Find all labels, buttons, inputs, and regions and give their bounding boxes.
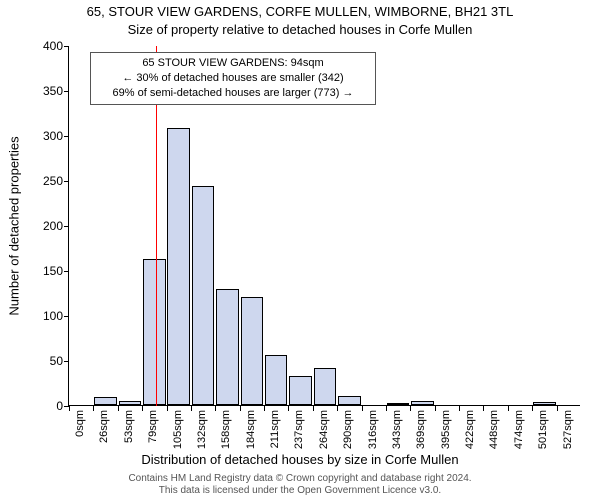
- histogram-bar: [241, 297, 263, 405]
- histogram-bar: [119, 401, 141, 406]
- x-tick-label: 501sqm: [537, 410, 549, 449]
- y-tick-mark: [64, 46, 69, 47]
- x-tick-label: 0sqm: [74, 410, 86, 437]
- footer-line-2: This data is licensed under the Open Gov…: [0, 485, 600, 497]
- y-tick-label: 0: [27, 399, 63, 413]
- x-tick-label: 158sqm: [220, 410, 232, 449]
- x-tick-label: 369sqm: [415, 410, 427, 449]
- histogram-bar: [265, 355, 287, 405]
- x-tick-label: 184sqm: [245, 410, 257, 449]
- x-tick-mark: [362, 406, 363, 411]
- annotation-line-1: 65 STOUR VIEW GARDENS: 94sqm: [97, 56, 369, 71]
- histogram-chart: 0501001502002503003504000sqm26sqm53sqm79…: [68, 46, 580, 406]
- x-tick-mark: [142, 406, 143, 411]
- y-tick-mark: [64, 91, 69, 92]
- y-axis-label: Number of detached properties: [7, 136, 22, 315]
- x-tick-label: 132sqm: [196, 410, 208, 449]
- title-address: 65, STOUR VIEW GARDENS, CORFE MULLEN, WI…: [0, 4, 600, 19]
- footer-line-1: Contains HM Land Registry data © Crown c…: [0, 473, 600, 485]
- title-subtitle: Size of property relative to detached ho…: [0, 22, 600, 37]
- histogram-bar: [314, 368, 336, 405]
- x-tick-label: 474sqm: [513, 410, 525, 449]
- annotation-line-3: 69% of semi-detached houses are larger (…: [97, 86, 369, 101]
- x-axis-label: Distribution of detached houses by size …: [0, 452, 600, 467]
- x-tick-label: 290sqm: [342, 410, 354, 449]
- x-tick-mark: [93, 406, 94, 411]
- y-tick-mark: [64, 361, 69, 362]
- annotation-line-2: ← 30% of detached houses are smaller (34…: [97, 71, 369, 86]
- x-tick-mark: [508, 406, 509, 411]
- histogram-bar: [533, 402, 555, 405]
- x-tick-mark: [483, 406, 484, 411]
- y-tick-mark: [64, 226, 69, 227]
- x-tick-mark: [167, 406, 168, 411]
- y-tick-label: 50: [27, 354, 63, 368]
- x-tick-label: 79sqm: [147, 410, 159, 443]
- y-tick-label: 300: [27, 129, 63, 143]
- x-tick-mark: [410, 406, 411, 411]
- y-tick-label: 200: [27, 219, 63, 233]
- x-tick-label: 316sqm: [367, 410, 379, 449]
- x-tick-mark: [215, 406, 216, 411]
- histogram-bar: [338, 396, 360, 405]
- histogram-bar: [94, 397, 116, 405]
- y-tick-label: 150: [27, 264, 63, 278]
- x-tick-label: 53sqm: [123, 410, 135, 443]
- histogram-bar: [192, 186, 214, 405]
- y-tick-mark: [64, 136, 69, 137]
- histogram-bar: [143, 259, 165, 405]
- histogram-bar: [289, 376, 311, 405]
- y-tick-label: 350: [27, 84, 63, 98]
- x-tick-mark: [386, 406, 387, 411]
- x-tick-mark: [557, 406, 558, 411]
- x-tick-label: 448sqm: [488, 410, 500, 449]
- histogram-bar: [411, 401, 433, 405]
- x-tick-mark: [264, 406, 265, 411]
- x-tick-mark: [313, 406, 314, 411]
- x-tick-label: 395sqm: [440, 410, 452, 449]
- x-tick-mark: [288, 406, 289, 411]
- histogram-bar: [216, 289, 238, 405]
- x-tick-mark: [337, 406, 338, 411]
- x-tick-mark: [459, 406, 460, 411]
- histogram-bar: [167, 128, 189, 405]
- y-tick-mark: [64, 316, 69, 317]
- x-tick-mark: [240, 406, 241, 411]
- footer-attribution: Contains HM Land Registry data © Crown c…: [0, 473, 600, 497]
- x-tick-label: 211sqm: [269, 410, 281, 448]
- x-tick-mark: [191, 406, 192, 411]
- annotation-box: 65 STOUR VIEW GARDENS: 94sqm ← 30% of de…: [90, 52, 376, 105]
- x-tick-label: 422sqm: [464, 410, 476, 449]
- x-tick-label: 343sqm: [391, 410, 403, 449]
- x-tick-mark: [532, 406, 533, 411]
- x-tick-mark: [69, 406, 70, 411]
- y-tick-mark: [64, 181, 69, 182]
- y-tick-mark: [64, 271, 69, 272]
- y-tick-label: 250: [27, 174, 63, 188]
- x-tick-mark: [435, 406, 436, 411]
- x-tick-mark: [118, 406, 119, 411]
- x-tick-label: 26sqm: [98, 410, 110, 443]
- x-tick-label: 237sqm: [293, 410, 305, 449]
- y-tick-label: 100: [27, 309, 63, 323]
- x-tick-label: 527sqm: [562, 410, 574, 449]
- x-tick-label: 264sqm: [318, 410, 330, 449]
- x-tick-label: 105sqm: [172, 410, 184, 449]
- y-tick-label: 400: [27, 39, 63, 53]
- histogram-bar: [387, 403, 409, 405]
